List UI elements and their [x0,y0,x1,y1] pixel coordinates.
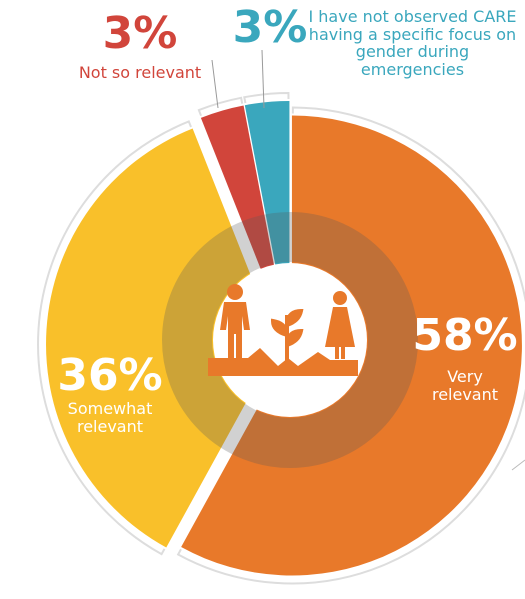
pie-slice [46,128,279,548]
slice-outline [243,92,290,104]
inner-ring [162,212,418,468]
leader-line [511,459,525,471]
value-label: 58% [412,310,518,361]
value-label: 36% [57,350,163,401]
value-label: 3% [232,2,308,53]
value-label: 3% [102,8,178,59]
leader-line [211,59,219,109]
category-label: Not so relevant [78,63,202,82]
leader-line [261,49,265,109]
slice-outline [176,106,525,585]
icon [208,284,358,376]
slice-outline [37,120,192,556]
slice-outline [197,96,244,117]
category-label: Somewhat relevant [67,399,153,436]
category-label: Very relevant [431,367,499,404]
category-label: I have not observed CARE having a specif… [308,7,517,79]
